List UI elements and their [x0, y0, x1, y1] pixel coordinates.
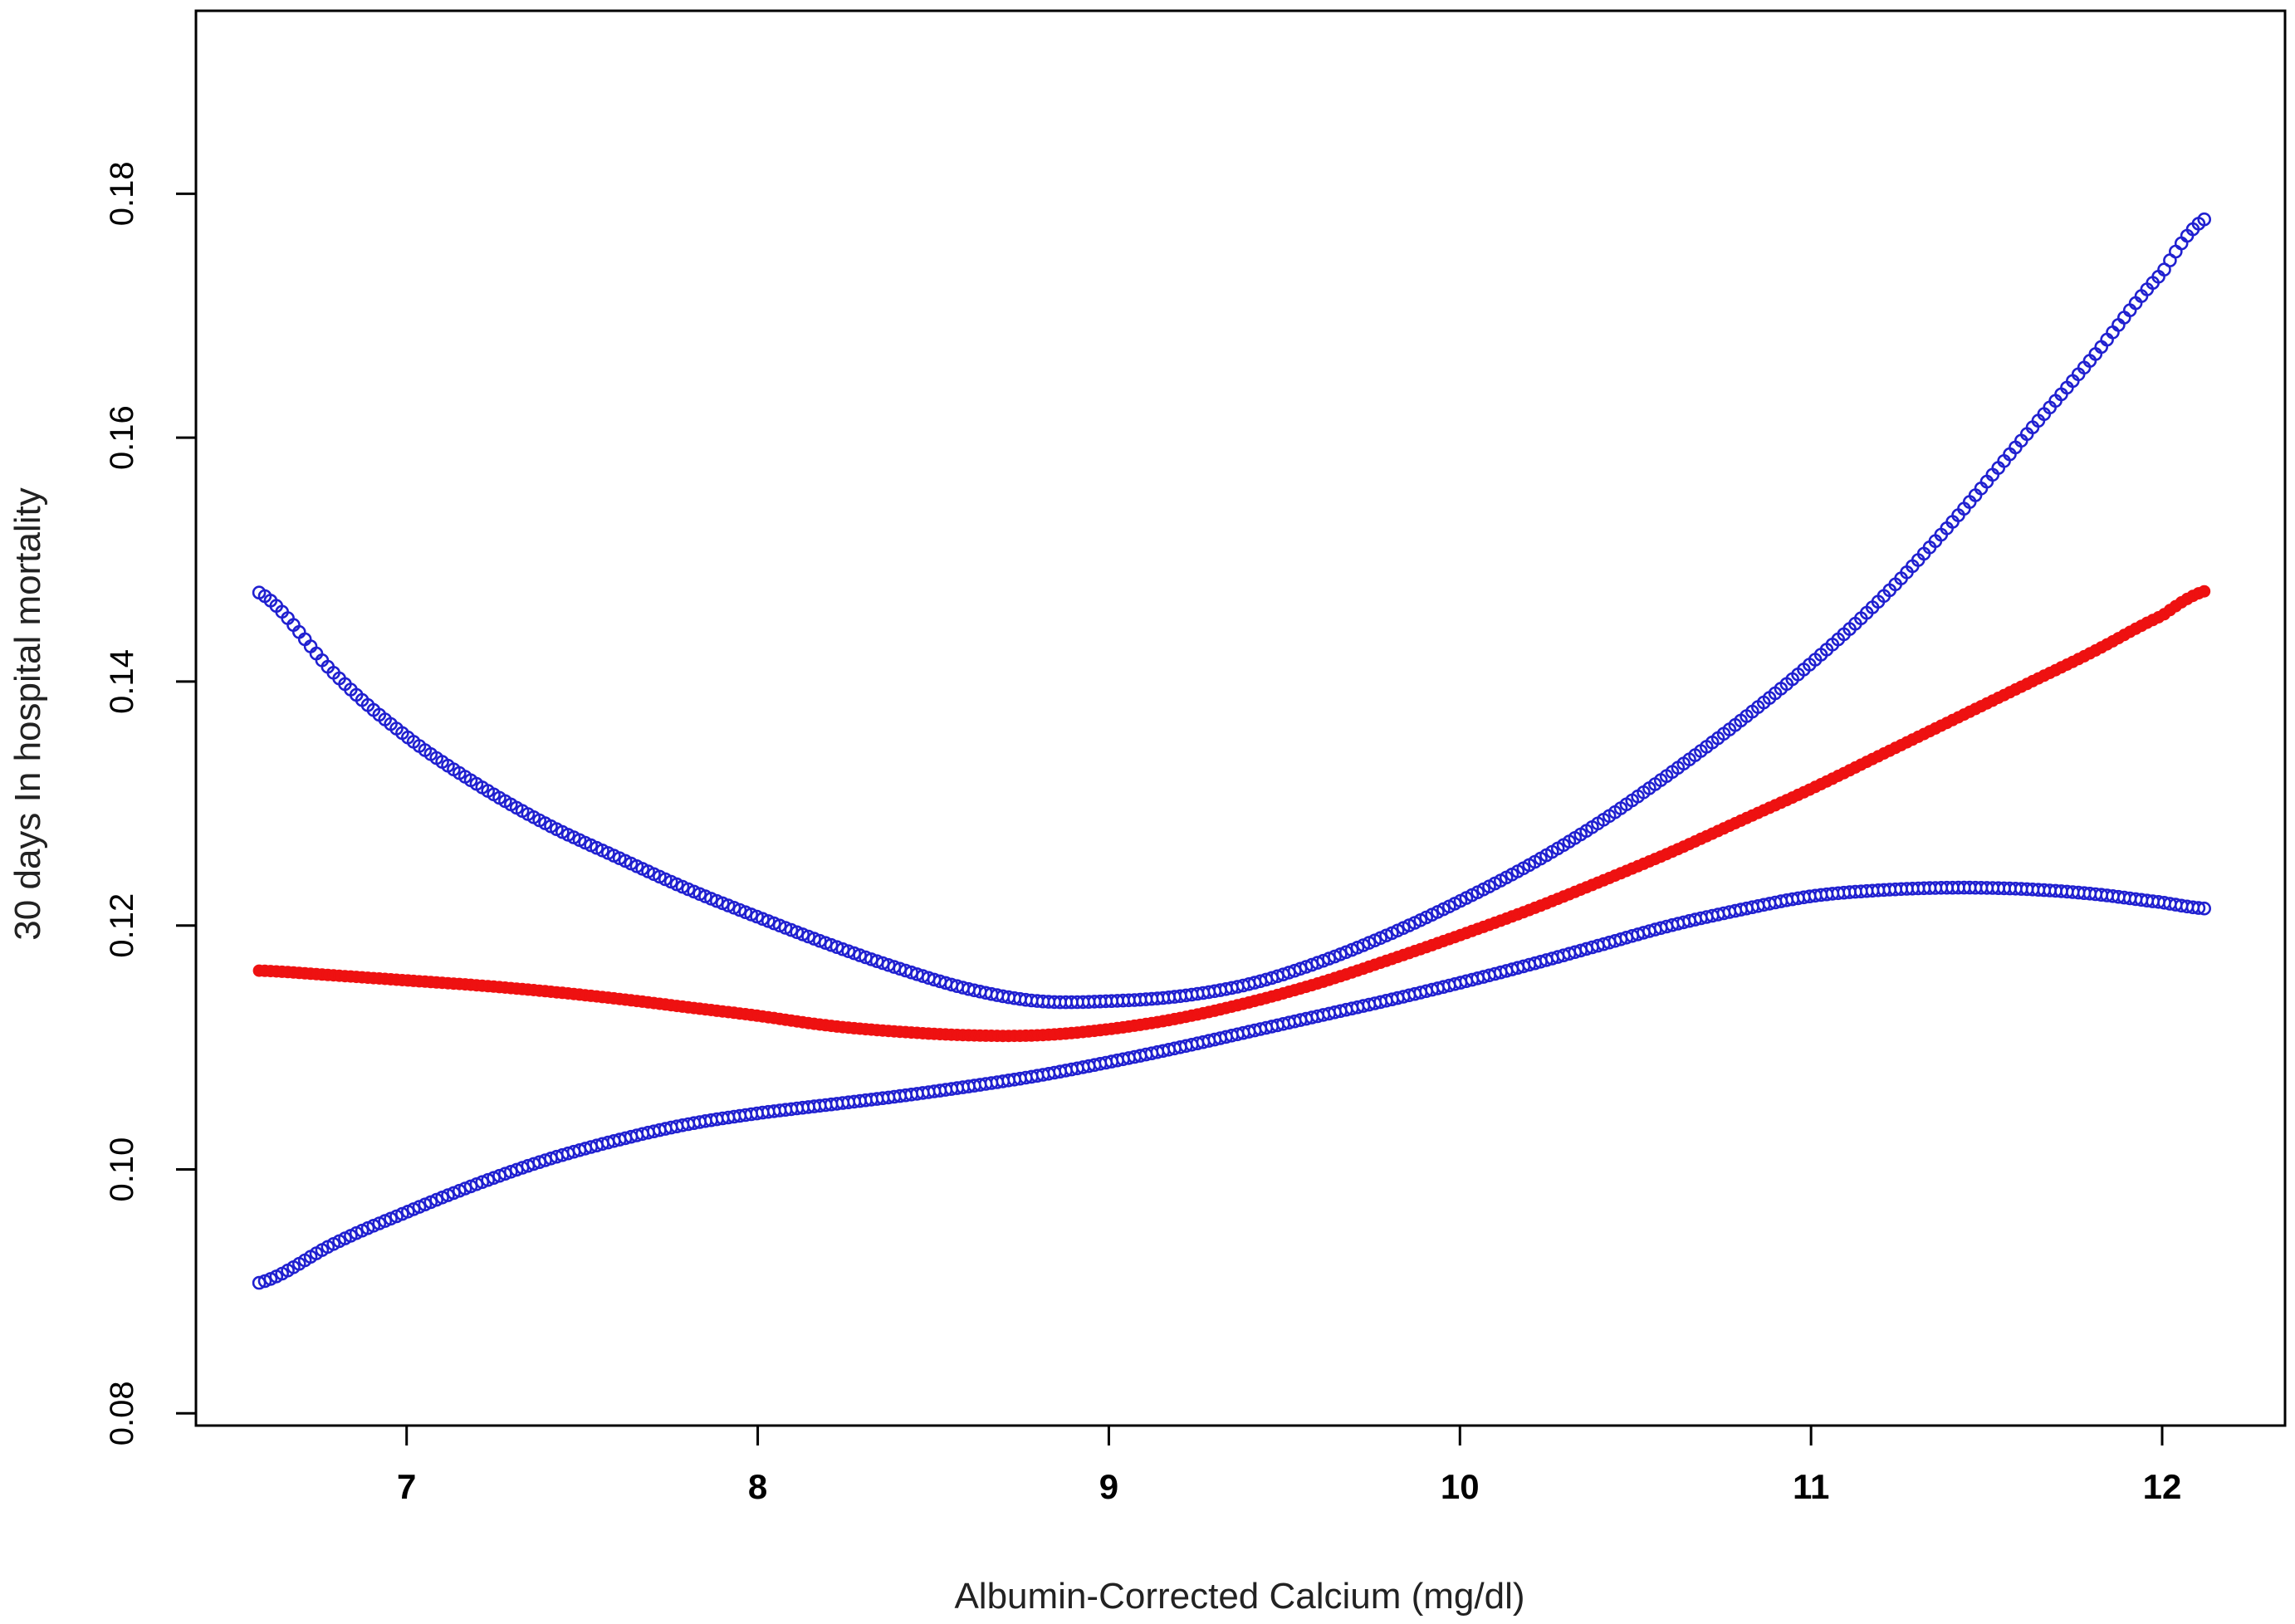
y-tick-label: 0.18 [104, 161, 140, 226]
series-lower [252, 880, 2211, 1290]
x-tick-label: 12 [2143, 1467, 2182, 1506]
point-upper [2197, 212, 2211, 227]
x-axis-label: Albumin-Corrected Calcium (mg/dl) [954, 1576, 1524, 1617]
series-estimate [252, 585, 2211, 1043]
x-tick-label: 8 [748, 1467, 767, 1506]
point-estimate [2198, 585, 2211, 598]
x-tick-label: 11 [1793, 1467, 1829, 1506]
point-lower [2191, 901, 2206, 915]
y-tick-label: 0.16 [104, 405, 140, 470]
y-axis: 0.08 0.10 0.12 0.14 0.16 0.18 [104, 161, 196, 1445]
y-tick-label: 0.12 [104, 893, 140, 958]
y-tick-label: 0.10 [104, 1137, 140, 1202]
series-upper [252, 212, 2211, 1010]
x-tick-label: 10 [1441, 1467, 1480, 1506]
x-axis: 7 8 9 10 11 12 [397, 1426, 2181, 1506]
y-tick-label: 0.14 [104, 649, 140, 714]
series-layer [252, 212, 2211, 1290]
y-tick-label: 0.08 [104, 1381, 140, 1445]
y-axis-label: 30 days In hospital mortality [7, 487, 48, 940]
plot-frame [194, 9, 2287, 1427]
point-upper [2169, 244, 2183, 259]
x-tick-label: 9 [1099, 1467, 1118, 1506]
x-tick-label: 7 [397, 1467, 416, 1506]
point-lower [2197, 901, 2211, 916]
